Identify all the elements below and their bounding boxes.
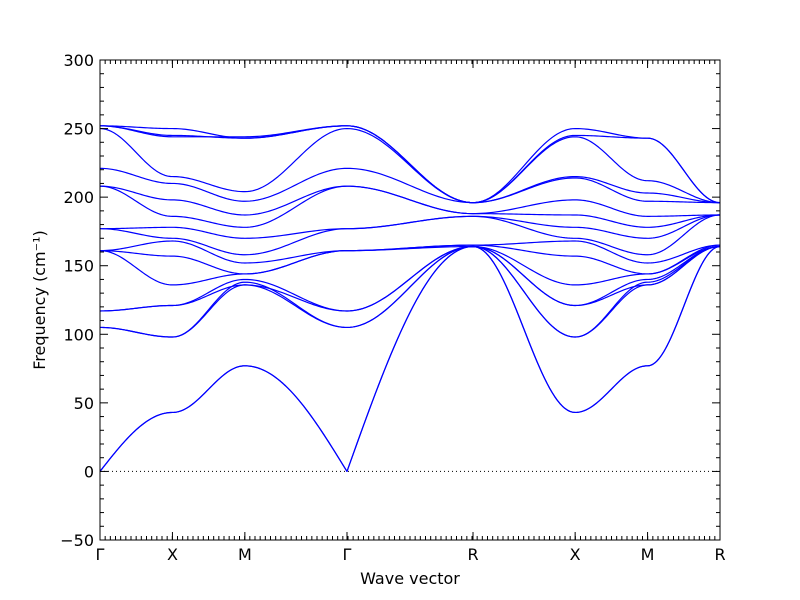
phonon-band-line [99, 244, 721, 275]
band-lines [99, 125, 721, 473]
phonon-band-line [99, 167, 720, 204]
x-tick-label-kpoint: M [238, 545, 252, 564]
phonon-band-line [99, 127, 721, 204]
y-tick-label: 250 [63, 120, 94, 139]
y-tick-label: 150 [63, 257, 94, 276]
x-tick-label-kpoint: R [714, 545, 725, 564]
y-tick-label: 300 [63, 51, 94, 70]
x-tick-label-kpoint: X [167, 545, 178, 564]
phonon-band-line [99, 240, 721, 264]
x-tick-label-kpoint: Γ [96, 545, 105, 564]
phonon-band-line [99, 245, 721, 312]
plot-frame [99, 59, 721, 541]
phonon-band-line [99, 214, 721, 239]
phonon-band-line [99, 185, 720, 217]
y-tick-label: 50 [74, 394, 94, 413]
phonon-band-line [99, 245, 721, 473]
x-tick-label-kpoint: M [641, 545, 655, 564]
phonon-band-line [99, 185, 721, 228]
y-tick-label: 100 [63, 325, 94, 344]
y-axis-ticks: −50 0 50 100 150 200 250 300 [60, 51, 720, 550]
x-tick-label-kpoint: R [467, 545, 478, 564]
x-tick-label-kpoint: Γ [343, 545, 352, 564]
y-tick-label: 200 [63, 188, 94, 207]
phonon-band-line [99, 245, 721, 286]
x-tick-label-kpoint: X [570, 545, 581, 564]
phonon-band-line [100, 125, 721, 204]
phonon-band-line [99, 245, 721, 473]
y-tick-label: −50 [60, 531, 94, 550]
y-tick-label: 0 [84, 462, 94, 481]
x-axis-title: Wave vector [360, 569, 460, 588]
phonon-band-line [99, 245, 721, 338]
y-axis-title: Frequency (cm⁻¹) [30, 230, 49, 369]
